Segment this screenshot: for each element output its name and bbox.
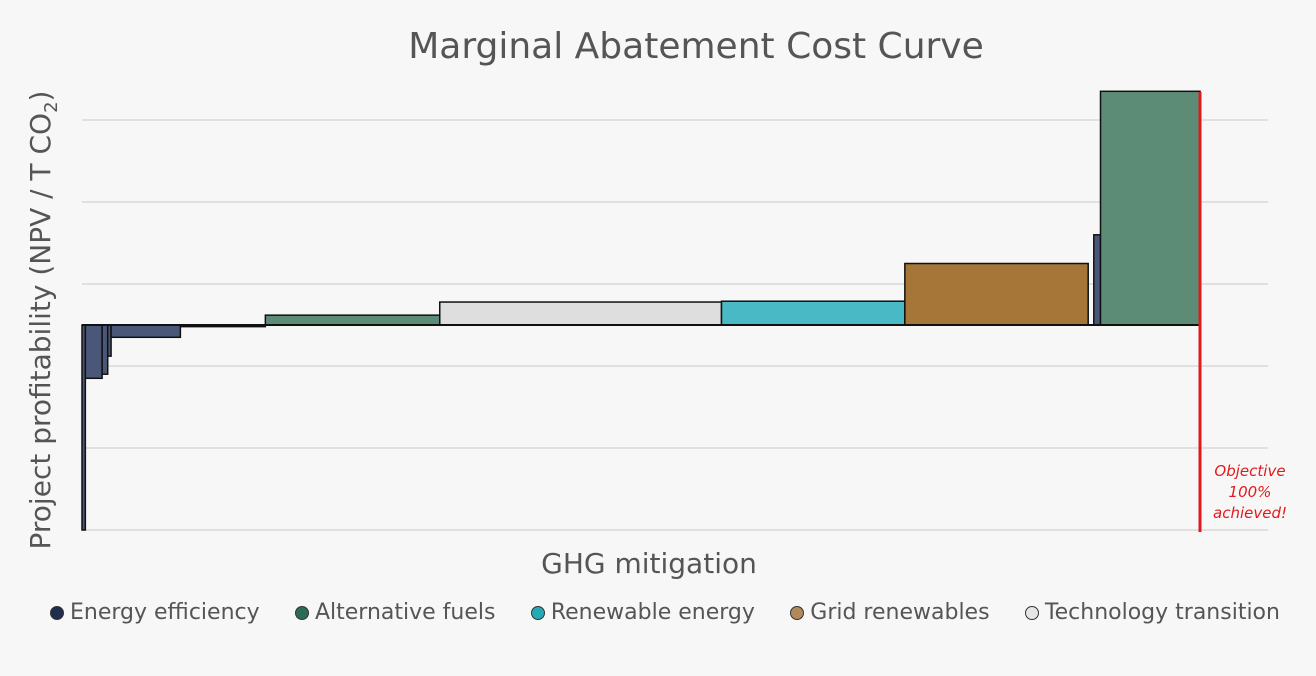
bar-alternative-fuels — [1099, 90, 1201, 326]
y-axis-label-subscript: 2 — [41, 101, 62, 112]
y-axis-label-suffix: ) — [24, 91, 57, 102]
legend-label: Technology transition — [1044, 600, 1280, 625]
legend-label: Alternative fuels — [314, 600, 496, 625]
objective-label-line: achieved! — [1213, 504, 1287, 522]
x-axis-label: GHG mitigation — [541, 547, 757, 580]
legend: Energy efficiency Alternative fuels Renewa… — [50, 600, 1280, 625]
bar-energy-efficiency — [84, 324, 103, 380]
y-axis-label: Project profitability (NPV / T CO2) — [24, 91, 62, 550]
bars — [81, 90, 1201, 531]
bar-technology-transition — [439, 301, 723, 326]
legend-marker — [530, 605, 545, 620]
legend-marker — [50, 605, 64, 620]
bar-energy-efficiency — [1093, 234, 1102, 326]
legend-item-grid-renewables: Grid renewables — [790, 600, 990, 625]
bar-renewable-energy — [720, 300, 906, 326]
y-axis-label-main: Project profitability (NPV / T CO — [24, 113, 57, 550]
legend-label: Energy efficiency — [70, 600, 260, 625]
gridlines — [82, 119, 1268, 531]
legend-item-alternative-fuels: Alternative fuels — [294, 600, 496, 625]
legend-item-renewable-energy: Renewable energy — [530, 600, 755, 625]
legend-label: Renewable energy — [550, 600, 755, 625]
legend-marker — [790, 605, 805, 620]
annotations: Objective 100% achieved! — [1198, 92, 1287, 532]
objective-label: Objective 100% achieved! — [1213, 462, 1287, 522]
objective-label-line: 100% — [1229, 483, 1272, 501]
legend-item-energy-efficiency: Energy efficiency — [50, 600, 260, 625]
bar-alternative-fuels — [264, 314, 441, 326]
legend-marker — [1024, 605, 1039, 620]
legend-marker — [294, 605, 309, 620]
bar-energy-efficiency — [101, 324, 109, 375]
legend-item-technology-transition: Technology transition — [1024, 600, 1280, 625]
legend-label: Grid renewables — [810, 600, 990, 625]
chart-title: Marginal Abatement Cost Curve — [408, 26, 984, 67]
bar-grid-renewables — [904, 262, 1089, 326]
objective-label-line: Objective — [1214, 462, 1285, 480]
mac-curve-chart: Marginal Abatement Cost Curve Objective 1… — [24, 26, 1287, 580]
bar-energy-efficiency — [110, 324, 182, 339]
